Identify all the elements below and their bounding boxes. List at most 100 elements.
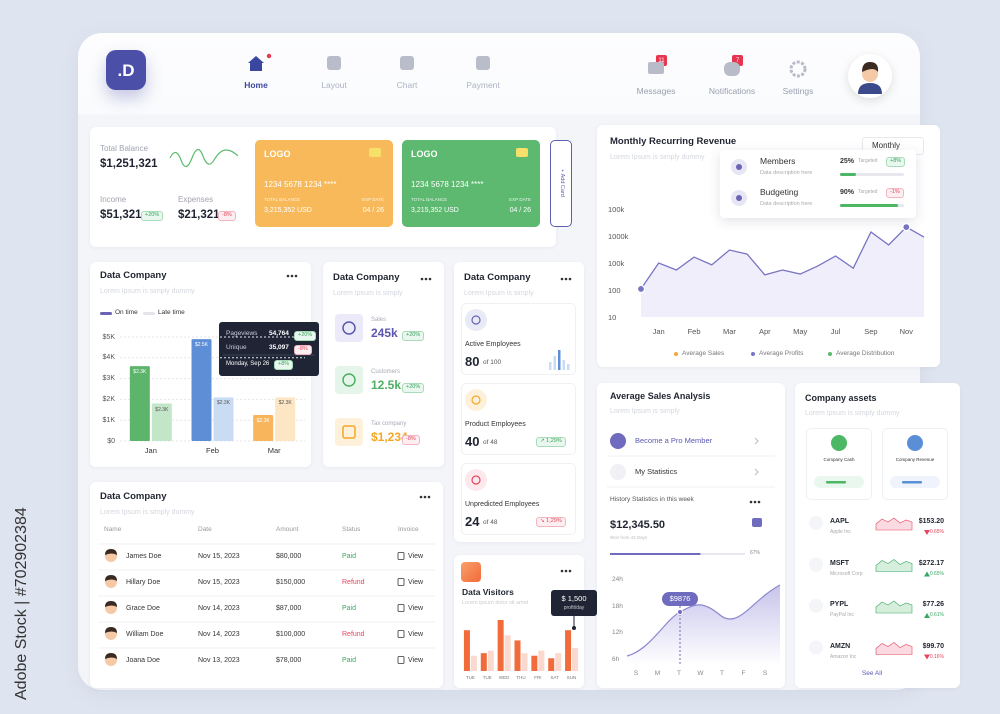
x-label: S xyxy=(762,670,768,677)
x-tick-label: WED xyxy=(498,675,510,680)
more-dot xyxy=(564,277,568,281)
card-exp: 04 / 26 xyxy=(362,207,384,214)
card-title: Data Company xyxy=(464,272,531,283)
invoice-icon xyxy=(397,552,405,560)
x-label: F xyxy=(741,670,746,677)
menu-icon xyxy=(610,464,626,480)
row-invoice[interactable]: View xyxy=(408,579,424,586)
bar xyxy=(538,650,545,671)
badge-bg xyxy=(732,55,743,66)
row-amount: $87,000 xyxy=(276,605,302,612)
stock-icon xyxy=(809,516,823,530)
more-dot xyxy=(757,500,761,504)
card-exp-label: EXP DATE xyxy=(362,197,384,202)
x-tick-label: Mar xyxy=(722,327,736,336)
nav-label[interactable]: Chart xyxy=(396,80,418,90)
menu-item[interactable]: My Statistics xyxy=(635,467,678,476)
x-tick-label: Feb xyxy=(206,446,219,455)
progress-fill xyxy=(840,204,898,207)
stock-ticker: AMZN xyxy=(830,642,851,650)
card-exp-label: EXP DATE xyxy=(509,197,531,202)
home-icon xyxy=(248,56,264,71)
add-card-box xyxy=(550,140,572,227)
y-tick-label: $1K xyxy=(102,416,115,424)
row-status: Refund xyxy=(342,579,365,586)
bar-tag: $2.3K xyxy=(256,418,270,424)
active-dot xyxy=(266,53,272,59)
popup-target: Targeted xyxy=(858,158,878,164)
card-chip xyxy=(516,148,528,157)
x-tick-label: Jan xyxy=(144,446,157,455)
popup-description: Data description here xyxy=(760,201,813,207)
watermark: Adobe Stock | #702902384 xyxy=(13,507,30,700)
more-dot xyxy=(424,277,428,281)
menu-label[interactable]: Messages xyxy=(636,86,676,96)
add-card[interactable]: + Add Card xyxy=(558,169,565,197)
menu-item[interactable]: Become a Pro Member xyxy=(635,436,713,445)
nav-label[interactable]: Payment xyxy=(466,80,500,90)
card-subtitle: Lorem Ipsum is simply dummy xyxy=(610,154,705,161)
bar xyxy=(565,630,572,671)
change-badge: +20% xyxy=(294,331,317,341)
progress-label: 67% xyxy=(750,550,761,556)
stock-change: 0.61% xyxy=(929,612,944,618)
change-badge: +8% xyxy=(274,360,294,370)
logo: .D xyxy=(117,61,135,80)
progress-fill xyxy=(610,553,701,555)
change-badge: ↘ 1,29% xyxy=(536,517,566,527)
row-date: Nov 15, 2023 xyxy=(198,579,240,586)
stock-ticker: AAPL xyxy=(830,518,850,525)
card-exp: 04 / 26 xyxy=(509,207,531,214)
menu-label[interactable]: Settings xyxy=(782,86,814,96)
row-status: Refund xyxy=(342,631,365,638)
more-dot xyxy=(753,500,757,504)
row-invoice[interactable]: View xyxy=(408,553,424,560)
employee-label: Active Employees xyxy=(465,341,521,348)
history-label: History Statistics in this week xyxy=(610,496,694,503)
label: Income xyxy=(100,195,127,204)
row-avatar-hair xyxy=(105,627,117,633)
bar xyxy=(504,635,511,671)
tooltip-label: Unique xyxy=(226,344,247,351)
popup-name: Members xyxy=(760,156,796,166)
y-tick-label: 100 xyxy=(608,285,621,295)
badge-bg xyxy=(656,55,667,66)
card-logo: LOGO xyxy=(264,149,291,159)
employee-icon xyxy=(465,469,487,491)
stock-change: 0.16% xyxy=(929,653,944,660)
bar xyxy=(487,650,494,671)
x-tick-label: Jul xyxy=(830,327,841,336)
row-invoice[interactable]: View xyxy=(408,631,424,638)
employee-label: Unpredicted Employees xyxy=(465,501,540,508)
curve-dot xyxy=(677,609,683,615)
more-dot xyxy=(290,274,294,278)
card-subtitle: Lorem Ipsum is simply xyxy=(610,408,680,415)
y-tick-label: $3K xyxy=(102,375,115,383)
nav-icon xyxy=(476,56,490,70)
x-tick-label: May xyxy=(793,327,808,336)
item-value: $1,234 xyxy=(371,430,408,444)
x-tick-label: Jan xyxy=(652,327,665,336)
card-subtitle: Lorem Ipsum is simply dummy xyxy=(805,410,900,417)
nav-label[interactable]: Home xyxy=(244,80,268,90)
row-date: Nov 14, 2023 xyxy=(198,605,240,612)
row-invoice[interactable]: View xyxy=(408,605,424,612)
legend-label: Average Distribution xyxy=(836,350,895,357)
menu-label[interactable]: Notifications xyxy=(708,86,756,96)
y-tick-label: 10 xyxy=(608,312,617,322)
x-label: S xyxy=(633,670,639,677)
more-dot xyxy=(427,495,431,499)
nav-label[interactable]: Layout xyxy=(321,80,347,90)
row-invoice[interactable]: View xyxy=(408,657,424,664)
bar xyxy=(480,653,487,671)
card-logo: LOGO xyxy=(411,149,438,159)
stock-price: $77.26 xyxy=(922,601,944,608)
employee-icon-mark xyxy=(471,315,481,325)
see-all[interactable]: See All xyxy=(861,670,883,677)
stock-price: $99.70 xyxy=(922,642,944,650)
avatar-hair xyxy=(862,62,879,72)
tooltip-label: Pageviews xyxy=(226,330,258,337)
dropdown-label[interactable]: Monthly xyxy=(872,141,901,150)
card-subtitle: Lorem Ipsum is simply dummy xyxy=(100,509,195,516)
